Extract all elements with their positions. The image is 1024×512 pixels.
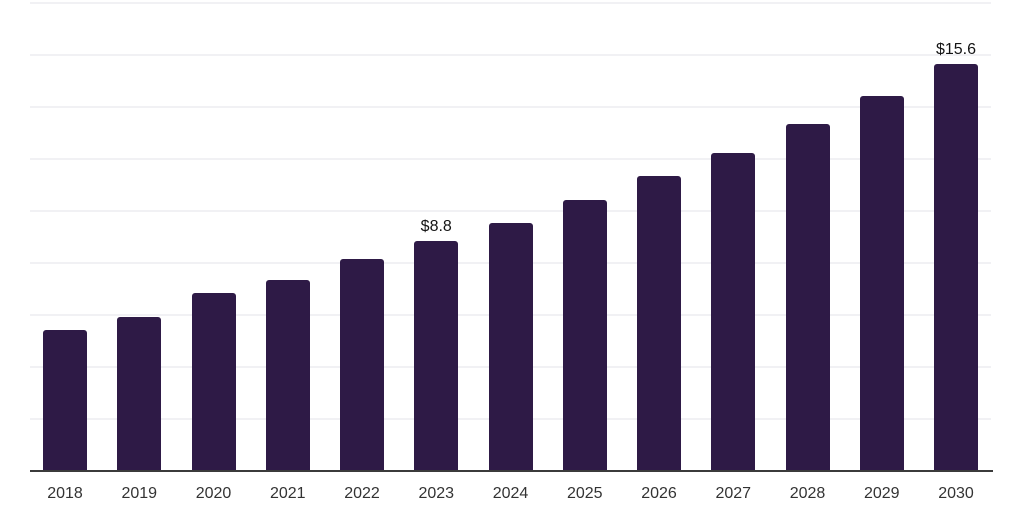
x-axis-tick-label-2022: 2022 [344, 485, 380, 502]
bar-2030 [934, 64, 978, 470]
gridline [30, 54, 991, 56]
x-axis-tick-label-2019: 2019 [121, 485, 158, 502]
x-axis-tick-label-2021: 2021 [269, 485, 306, 502]
x-axis-tick-label-2026: 2026 [641, 485, 677, 502]
bar-2021 [265, 280, 310, 470]
bar-value-label-2030: $15.6 [935, 41, 977, 59]
bar-2028 [785, 124, 830, 470]
bar-2018 [43, 329, 87, 470]
bar-2025 [562, 199, 607, 470]
bar-2029 [859, 95, 904, 470]
bar-2023 [414, 241, 459, 470]
gridline [30, 158, 991, 160]
x-axis-tick-label-2030: 2030 [938, 485, 974, 502]
x-axis-tick-label-2028: 2028 [789, 485, 826, 502]
bar-2024 [488, 223, 533, 470]
bar-2020 [191, 293, 236, 470]
bar-2027 [711, 152, 756, 470]
bar-2019 [117, 316, 162, 470]
x-axis-tick-label-2024: 2024 [492, 485, 529, 502]
x-axis-tick-label-2027: 2027 [715, 485, 752, 502]
gridline [30, 2, 991, 4]
x-axis-tick-label-2029: 2029 [863, 485, 900, 502]
bar-value-label-2023: $8.8 [420, 218, 452, 236]
gridline [30, 106, 991, 108]
x-axis-tick-label-2018: 2018 [47, 485, 83, 502]
x-axis-tick-label-2020: 2020 [195, 485, 232, 502]
x-axis-tick-label-2023: 2023 [418, 485, 455, 502]
x-axis-line [30, 470, 993, 472]
bar-2026 [637, 176, 681, 470]
x-axis-tick-label-2025: 2025 [566, 485, 603, 502]
gridline [30, 210, 991, 212]
bar-2022 [340, 259, 384, 470]
